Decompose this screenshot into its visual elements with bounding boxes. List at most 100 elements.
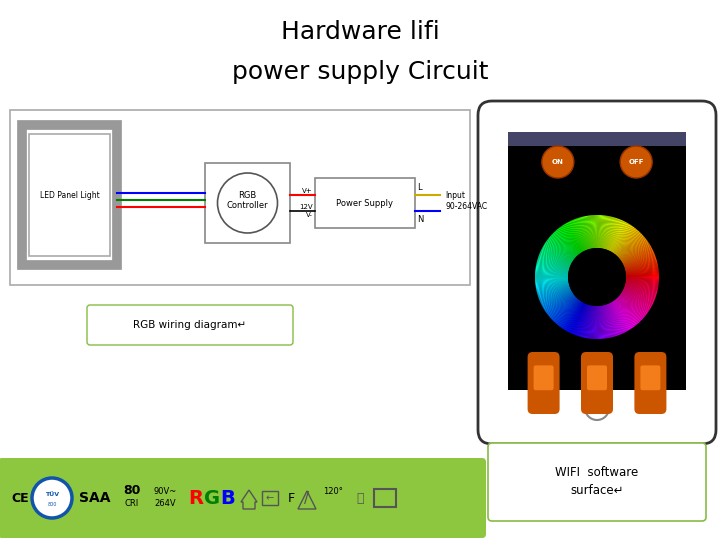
Wedge shape (616, 230, 638, 255)
Wedge shape (614, 227, 635, 254)
Wedge shape (600, 306, 604, 339)
Wedge shape (538, 257, 570, 268)
Wedge shape (543, 246, 572, 263)
Wedge shape (537, 285, 570, 295)
Wedge shape (536, 269, 568, 274)
Wedge shape (584, 305, 591, 338)
Wedge shape (609, 221, 624, 251)
Wedge shape (570, 303, 585, 333)
Wedge shape (536, 265, 569, 272)
Wedge shape (546, 240, 574, 260)
Wedge shape (622, 247, 652, 264)
Wedge shape (593, 215, 595, 248)
Wedge shape (604, 217, 614, 249)
Text: B: B (220, 489, 235, 508)
Wedge shape (614, 227, 634, 254)
Wedge shape (600, 215, 606, 248)
Wedge shape (587, 306, 593, 339)
Wedge shape (622, 292, 651, 309)
Text: 800: 800 (48, 503, 57, 508)
Wedge shape (547, 239, 574, 260)
Wedge shape (626, 266, 658, 273)
Text: WIFI  software
surface↵: WIFI software surface↵ (555, 467, 639, 497)
Wedge shape (535, 279, 568, 282)
Wedge shape (618, 296, 644, 319)
Wedge shape (553, 233, 577, 256)
FancyBboxPatch shape (640, 366, 660, 390)
Wedge shape (582, 217, 590, 249)
Text: /: / (305, 490, 310, 505)
Wedge shape (619, 295, 645, 317)
Wedge shape (539, 254, 570, 267)
Wedge shape (624, 252, 654, 266)
Wedge shape (621, 244, 650, 262)
Wedge shape (535, 275, 568, 276)
Text: 90V~: 90V~ (153, 487, 176, 496)
Wedge shape (595, 215, 597, 248)
Wedge shape (624, 288, 654, 302)
Wedge shape (608, 219, 621, 250)
Wedge shape (588, 215, 593, 248)
Wedge shape (625, 261, 657, 270)
Wedge shape (606, 305, 617, 336)
Wedge shape (606, 218, 618, 249)
Wedge shape (556, 230, 578, 255)
Wedge shape (624, 286, 656, 297)
Wedge shape (575, 219, 587, 250)
Wedge shape (607, 304, 620, 335)
Wedge shape (541, 290, 571, 306)
Wedge shape (579, 305, 589, 336)
FancyBboxPatch shape (87, 305, 293, 345)
Wedge shape (615, 229, 636, 255)
Wedge shape (564, 224, 582, 253)
Wedge shape (626, 264, 658, 272)
Wedge shape (557, 229, 579, 255)
Wedge shape (618, 297, 642, 321)
Wedge shape (626, 277, 659, 278)
Wedge shape (541, 249, 571, 265)
Circle shape (217, 173, 277, 233)
Wedge shape (589, 215, 594, 248)
Wedge shape (603, 217, 612, 249)
Wedge shape (549, 237, 575, 259)
Wedge shape (593, 306, 596, 339)
Wedge shape (624, 288, 654, 301)
Text: L: L (417, 183, 422, 192)
Wedge shape (570, 303, 585, 334)
Wedge shape (613, 226, 634, 253)
Wedge shape (626, 274, 659, 276)
Wedge shape (622, 245, 651, 262)
Wedge shape (598, 215, 599, 248)
Text: Controller: Controller (227, 200, 269, 210)
Wedge shape (621, 292, 649, 311)
Wedge shape (563, 225, 582, 253)
Wedge shape (549, 295, 575, 316)
Wedge shape (567, 302, 584, 332)
Wedge shape (618, 234, 643, 258)
Wedge shape (615, 300, 636, 326)
Wedge shape (559, 228, 580, 254)
Wedge shape (620, 294, 647, 315)
Wedge shape (606, 305, 616, 336)
Wedge shape (539, 287, 570, 300)
Wedge shape (625, 284, 657, 293)
Wedge shape (604, 305, 613, 337)
Wedge shape (566, 223, 582, 252)
Wedge shape (621, 293, 648, 313)
Wedge shape (577, 305, 588, 336)
Wedge shape (593, 306, 595, 339)
Wedge shape (536, 281, 568, 287)
Wedge shape (580, 217, 590, 249)
Wedge shape (615, 228, 636, 254)
Wedge shape (554, 231, 577, 256)
Wedge shape (536, 284, 569, 293)
Wedge shape (590, 215, 594, 248)
Text: Power Supply: Power Supply (336, 199, 394, 207)
Wedge shape (617, 232, 640, 256)
Wedge shape (566, 302, 582, 331)
Wedge shape (535, 278, 568, 281)
Wedge shape (623, 290, 653, 305)
Wedge shape (623, 248, 652, 264)
Wedge shape (626, 279, 659, 282)
Wedge shape (564, 302, 582, 330)
